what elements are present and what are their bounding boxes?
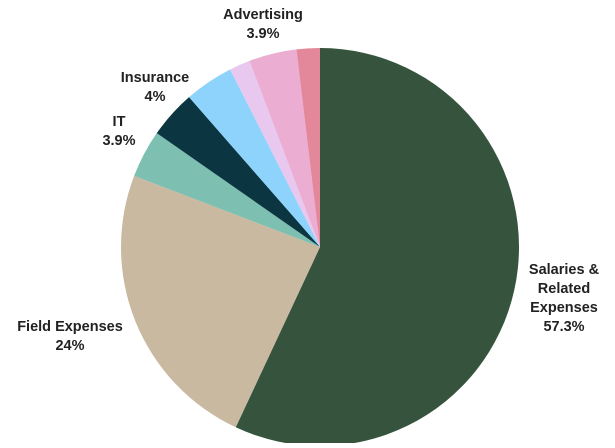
pie-slice-field-expenses (121, 175, 320, 428)
slice-value-label: 57.3% (543, 319, 584, 335)
slice-value-label: 4% (145, 89, 166, 105)
pie-slice-unlabeled-7 (296, 48, 320, 247)
slice-label-advertising: Advertising 3.9% (223, 7, 303, 42)
slice-label-field-expenses: Field Expenses 24% (17, 319, 123, 354)
slice-label-line: Insurance (121, 70, 190, 86)
slice-label-it: IT 3.9% (102, 114, 135, 149)
pie-slice-unlabeled-5 (230, 60, 320, 247)
slice-label-line: Advertising (223, 7, 303, 23)
pie-slice-it (156, 97, 320, 247)
slice-label-line: Field Expenses (17, 319, 123, 335)
slice-label-salaries-related-expenses: Salaries & Related Expenses 57.3% (529, 262, 600, 335)
pie-slice-advertising (249, 49, 320, 248)
slice-value-label: 3.9% (102, 133, 135, 149)
slice-label-line: Salaries & (529, 262, 600, 278)
slice-label-line: Expenses (530, 300, 598, 316)
slice-label-line: IT (113, 114, 126, 130)
pie-slices (121, 48, 520, 447)
slice-label-insurance: Insurance 4% (121, 70, 190, 105)
slice-value-label: 3.9% (246, 26, 279, 42)
pie-slice-salaries-related-expenses (235, 48, 520, 447)
pie-slice-unlabeled-2 (134, 133, 320, 247)
pie-slice-insurance (189, 69, 320, 247)
slice-value-label: 24% (55, 338, 84, 354)
pie-labels: Salaries & Related Expenses 57.3% Field Expe… (17, 7, 599, 354)
slice-label-line: Related (538, 281, 590, 297)
